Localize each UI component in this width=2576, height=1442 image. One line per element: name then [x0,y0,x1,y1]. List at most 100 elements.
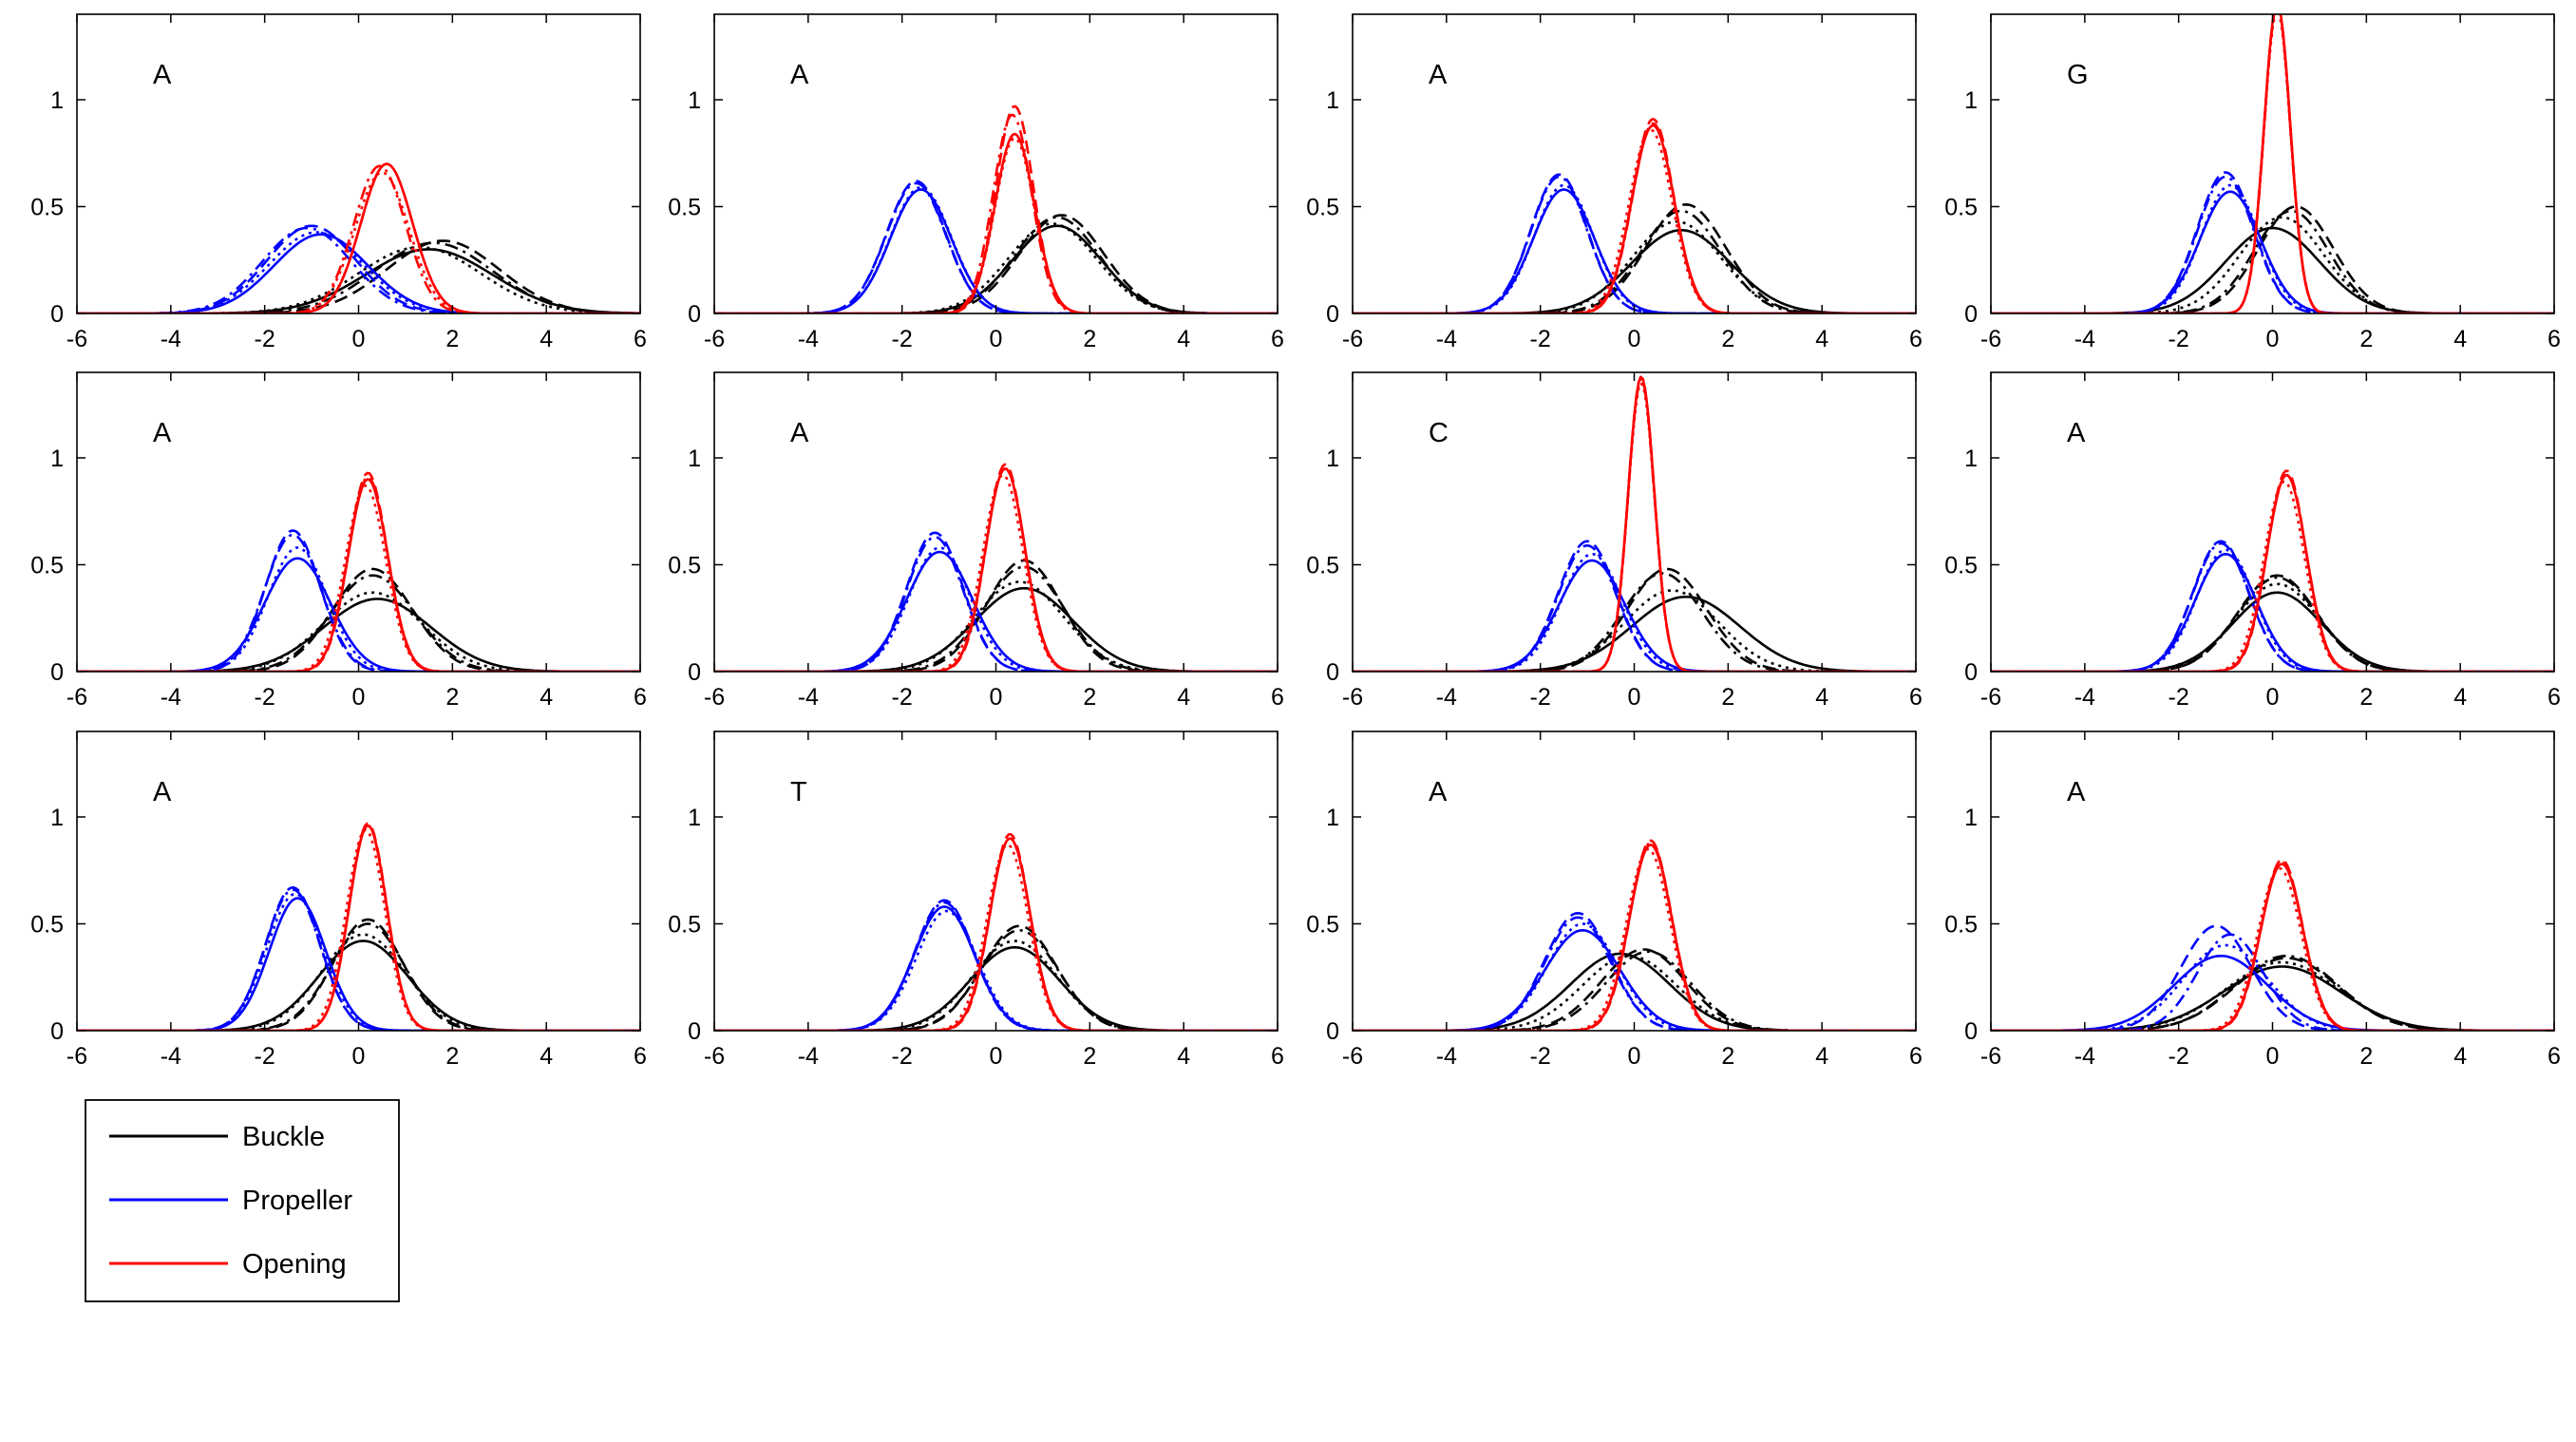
panel-label: A [2067,777,2086,807]
panel-label: A [1429,60,1448,90]
x-tick-label: 6 [1271,1043,1284,1070]
x-tick-label: -4 [1436,684,1457,711]
x-tick-label: -2 [892,684,913,711]
curve-opening-dash-dot [1353,377,1916,672]
panel-11: -6 -4 -2 0 2 4 6 0 0.5 1 A [1306,730,1923,1070]
curve-opening-dotted [77,828,640,1031]
legend: Buckle Propeller Opening [85,1099,400,1302]
x-tick-label: 4 [1815,326,1828,352]
x-tick-label: 2 [1083,1043,1096,1070]
x-tick-label: -4 [161,684,181,711]
curve-propeller-dash-dot [77,888,640,1031]
x-tick-label: -6 [1342,326,1363,352]
curve-propeller-dotted [714,909,1278,1031]
y-tick-label: 1 [50,446,64,472]
panel-5: -6 -4 -2 0 2 4 6 0 0.5 1 A [30,371,647,711]
panel-curves [77,822,640,1031]
curve-propeller-dotted [1991,548,2554,672]
curve-buckle-solid [1353,596,1916,672]
x-tick-label: -6 [704,1043,725,1070]
x-tick-label: 0 [352,684,366,711]
curve-opening-dash-dot [1991,861,2554,1031]
x-tick-label: 2 [1721,684,1734,711]
curve-propeller-dashed [1353,912,1916,1031]
y-tick-label: 1 [50,87,64,114]
curve-buckle-dash-dot [1991,576,2554,672]
panel-1: -6 -4 -2 0 2 4 6 0 0.5 1 A [30,13,647,352]
curve-opening-dash-dot [1991,474,2554,672]
y-tick-label: 0 [50,659,64,686]
curve-buckle-solid [1353,229,1916,313]
curve-propeller-dash-dot [1353,175,1916,313]
y-tick-label: 1 [50,805,64,831]
y-tick-label: 1 [1964,446,1978,472]
y-tick-label: 0 [688,659,701,686]
curve-opening-dotted [1353,128,1916,313]
curve-opening-solid [1353,123,1916,313]
x-tick-label: 4 [540,326,553,352]
panel-12: -6 -4 -2 0 2 4 6 0 0.5 1 A [1944,730,2561,1070]
panel-curves [77,471,640,672]
curve-opening-dash-dot [714,837,1278,1031]
y-tick-label: 1 [1326,446,1339,472]
x-tick-label: -4 [798,684,819,711]
x-tick-label: 2 [445,326,459,352]
x-tick-label: 2 [1721,1043,1734,1070]
x-tick-label: 4 [2453,684,2467,711]
y-tick-label: 0.5 [1306,553,1339,579]
panel-label: G [2067,60,2089,90]
panel-curves [714,104,1278,313]
curve-buckle-dashed [714,214,1278,313]
curve-propeller-solid [714,550,1278,672]
y-tick-label: 0.5 [1306,912,1339,939]
x-tick-label: 6 [634,1043,647,1070]
x-tick-label: -6 [1980,684,2001,711]
panel-label: A [2067,418,2086,448]
x-tick-label: 2 [445,684,459,711]
curve-opening-solid [1991,863,2554,1031]
x-tick-label: 4 [2453,1043,2467,1070]
y-tick-label: 1 [1326,87,1339,114]
x-tick-label: 0 [990,1043,1003,1070]
curve-opening-dashed [1353,118,1916,313]
y-tick-label: 0.5 [668,553,701,579]
y-tick-label: 0 [1326,1018,1339,1045]
curve-buckle-dashed [1353,948,1916,1031]
curve-opening-dash-dot [714,467,1278,672]
x-tick-label: 6 [1271,684,1284,711]
x-tick-label: -2 [255,684,275,711]
x-tick-label: 4 [1177,1043,1190,1070]
x-tick-label: 2 [2359,326,2373,352]
x-tick-label: -2 [2169,1043,2189,1070]
y-tick-label: 0.5 [30,195,64,221]
curve-propeller-dash-dot [1353,916,1916,1031]
x-tick-label: -6 [66,1043,87,1070]
y-tick-label: 1 [1964,805,1978,831]
curve-buckle-dash-dot [714,565,1278,672]
curve-opening-dash-dot [1353,122,1916,313]
curve-buckle-dotted [1353,589,1916,672]
x-tick-label: 2 [1083,684,1096,711]
x-tick-label: -2 [255,1043,275,1070]
curve-propeller-solid [1353,188,1916,313]
panel-label: A [153,418,172,448]
panel-2: -6 -4 -2 0 2 4 6 0 0.5 1 A [668,13,1284,352]
x-tick-label: 2 [1721,326,1734,352]
x-tick-label: -2 [1530,684,1551,711]
x-tick-label: -6 [704,326,725,352]
curve-buckle-dotted [714,939,1278,1031]
curve-opening-solid [1991,474,2554,672]
curve-propeller-dashed [1991,171,2554,313]
x-tick-label: -6 [1342,684,1363,711]
x-tick-label: -4 [1436,326,1457,352]
x-tick-label: 2 [445,1043,459,1070]
x-tick-label: -4 [161,1043,181,1070]
x-tick-label: -4 [2074,684,2095,711]
x-tick-label: 6 [2548,684,2561,711]
y-tick-label: 0 [1964,659,1978,686]
panel-3: -6 -4 -2 0 2 4 6 0 0.5 1 A [1306,13,1923,352]
curve-propeller-dash-dot [1991,175,2554,313]
y-tick-label: 0.5 [668,195,701,221]
x-tick-label: -4 [161,326,181,352]
curve-propeller-dotted [1991,183,2554,313]
